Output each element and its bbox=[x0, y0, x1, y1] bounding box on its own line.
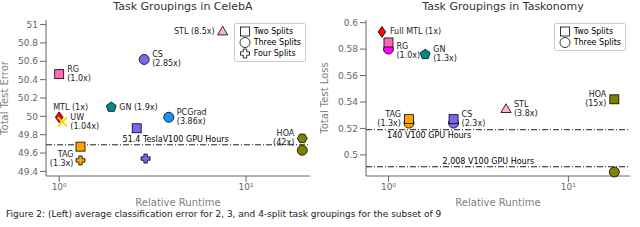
svg-text:STL(3.8x): STL(3.8x) bbox=[514, 100, 538, 118]
svg-text:10¹: 10¹ bbox=[238, 182, 253, 192]
svg-text:CS(2.85x): CS(2.85x) bbox=[152, 50, 181, 68]
html-text:Three Splits: Three Splits bbox=[253, 38, 301, 47]
svg-text:0.58: 0.58 bbox=[338, 44, 358, 54]
svg-text:Total Test Loss: Total Test Loss bbox=[320, 62, 330, 134]
svg-text:RG(1.0x): RG(1.0x) bbox=[396, 42, 420, 60]
html-text:Three Splits: Three Splits bbox=[573, 38, 621, 47]
svg-text:UW(1.04x): UW(1.04x) bbox=[70, 113, 99, 131]
svg-text:TAG(1.3x): TAG(1.3x) bbox=[377, 110, 401, 128]
svg-text:49.8: 49.8 bbox=[18, 130, 38, 140]
svg-text:MTL (1x): MTL (1x) bbox=[53, 103, 88, 112]
html-text:Two Splits: Two Splits bbox=[573, 27, 614, 36]
svg-text:50: 50 bbox=[27, 112, 39, 122]
svg-text:2,008 V100 GPU Hours: 2,008 V100 GPU Hours bbox=[443, 157, 535, 166]
svg-text:51.4 TeslaV100 GPU Hours: 51.4 TeslaV100 GPU Hours bbox=[123, 135, 229, 144]
svg-text:49.6: 49.6 bbox=[18, 148, 38, 158]
html-text:Four Splits: Four Splits bbox=[253, 49, 296, 58]
svg-text:RG(1.0x): RG(1.0x) bbox=[67, 65, 91, 83]
svg-text:Relative Runtime: Relative Runtime bbox=[135, 197, 220, 206]
svg-text:50.8: 50.8 bbox=[18, 38, 38, 48]
svg-text:PCGrad(3.86x): PCGrad(3.86x) bbox=[177, 108, 207, 126]
svg-text:10⁰: 10⁰ bbox=[381, 182, 396, 192]
svg-text:140 V100 GPU Hours: 140 V100 GPU Hours bbox=[387, 131, 471, 140]
svg-text:51: 51 bbox=[27, 20, 38, 30]
html-text:Task Groupings in CelebA: Task Groupings in CelebA bbox=[113, 0, 253, 13]
svg-text:10⁰: 10⁰ bbox=[52, 182, 67, 192]
svg-text:HOA(42x): HOA(42x) bbox=[273, 129, 295, 147]
svg-text:0.5: 0.5 bbox=[344, 150, 358, 160]
svg-text:STL (8.5x): STL (8.5x) bbox=[174, 27, 215, 36]
svg-text:10¹: 10¹ bbox=[561, 182, 576, 192]
html-text:Task Groupings in Taskonomy: Task Groupings in Taskonomy bbox=[422, 0, 584, 13]
svg-text:0.54: 0.54 bbox=[338, 97, 358, 107]
svg-text:Total Test Error: Total Test Error bbox=[8, 60, 10, 136]
svg-text:0.52: 0.52 bbox=[338, 124, 358, 134]
svg-text:Full MTL (1x): Full MTL (1x) bbox=[390, 27, 441, 36]
svg-text:0.56: 0.56 bbox=[338, 71, 358, 81]
svg-text:50.4: 50.4 bbox=[18, 75, 38, 85]
svg-text:0.6: 0.6 bbox=[344, 18, 359, 28]
svg-text:50.6: 50.6 bbox=[18, 56, 38, 66]
html-text:Two Splits: Two Splits bbox=[253, 27, 294, 36]
svg-text:Relative Runtime: Relative Runtime bbox=[455, 197, 540, 206]
svg-text:GN(1.3x): GN(1.3x) bbox=[433, 45, 457, 63]
svg-text:49.4: 49.4 bbox=[18, 167, 38, 177]
svg-text:50.2: 50.2 bbox=[18, 93, 38, 103]
svg-text:HOA(15x): HOA(15x) bbox=[585, 90, 607, 108]
html-text:Figure 2: (Left) average class: Figure 2: (Left) average classification … bbox=[6, 209, 442, 219]
svg-text:CS(2.3x): CS(2.3x) bbox=[462, 110, 486, 128]
svg-text:GN (1.9x): GN (1.9x) bbox=[119, 103, 157, 112]
svg-text:TAG(1.3x): TAG(1.3x) bbox=[50, 150, 74, 168]
